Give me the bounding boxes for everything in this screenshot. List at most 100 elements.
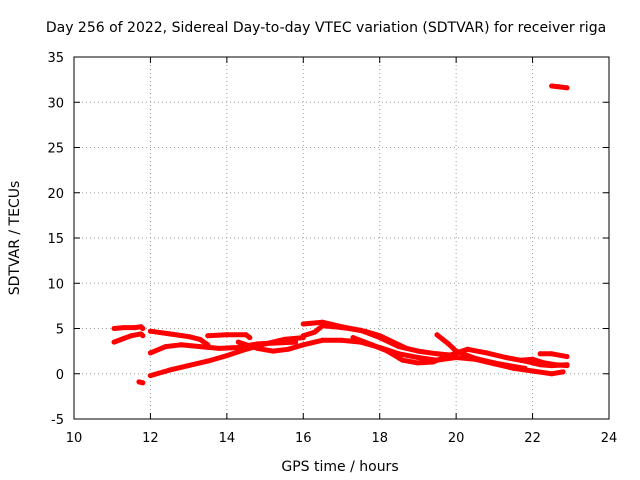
x-tick-label: 18: [371, 431, 388, 446]
data-point: [434, 332, 440, 338]
data-point: [197, 344, 203, 350]
data-point: [224, 353, 230, 359]
data-point: [530, 356, 536, 362]
data-point: [518, 357, 524, 363]
y-axis-label: SDTVAR / TECUs: [7, 181, 23, 296]
data-point: [331, 324, 337, 330]
series-track-c: [136, 379, 146, 386]
data-point: [205, 333, 211, 339]
data-point: [415, 360, 421, 366]
x-axis-label: GPS time / hours: [281, 459, 398, 475]
data-point: [319, 323, 325, 329]
data-point: [564, 85, 570, 91]
y-tick-label: 30: [47, 96, 64, 111]
data-point: [147, 350, 153, 356]
data-point: [140, 380, 146, 386]
data-point: [434, 351, 440, 357]
data-point: [522, 365, 528, 371]
data-point: [564, 363, 570, 369]
y-tick-label: 25: [47, 142, 64, 157]
data-point: [537, 351, 543, 357]
data-point: [132, 325, 138, 331]
data-point: [530, 368, 536, 374]
data-point: [167, 367, 172, 373]
series-track-f: [147, 335, 306, 379]
data-point: [167, 331, 172, 337]
data-point: [361, 328, 367, 334]
series-track-b: [111, 331, 146, 345]
data-point: [178, 342, 184, 348]
data-point: [121, 325, 127, 331]
y-tick-label: 10: [47, 277, 64, 292]
data-point: [197, 336, 203, 342]
x-tick-label: 24: [601, 431, 618, 446]
data-point: [224, 332, 230, 338]
data-point: [243, 346, 249, 352]
data-point: [235, 339, 241, 345]
data-point: [560, 369, 566, 375]
data-point: [541, 360, 547, 366]
x-tick-label: 14: [219, 431, 236, 446]
data-point: [111, 326, 117, 331]
x-tick-label: 10: [66, 431, 83, 446]
y-tick-label: 35: [47, 51, 64, 66]
data-point: [111, 339, 117, 345]
data-point: [140, 333, 146, 339]
data-point: [549, 351, 555, 357]
data-point: [415, 355, 421, 360]
data-point: [400, 357, 406, 363]
data-point: [472, 355, 478, 361]
y-tick-label: 5: [56, 323, 64, 338]
data-point: [205, 358, 211, 364]
x-tick-label: 20: [448, 431, 465, 446]
data-point: [453, 348, 459, 354]
data-point: [446, 341, 451, 347]
data-point: [556, 84, 562, 90]
axis-ticks: 10 12 14 16 18 20 22 24 -5 0 5 10 15 20 25 30 35: [47, 51, 617, 446]
data-point: [247, 335, 253, 341]
data-point: [216, 345, 222, 351]
grid: [74, 57, 609, 419]
data-point: [503, 355, 509, 360]
series-track-m: [518, 356, 570, 369]
series-track-o: [549, 83, 570, 91]
data-point: [312, 329, 318, 335]
x-tick-label: 16: [295, 431, 312, 446]
data-point: [262, 341, 268, 347]
data-point: [465, 346, 471, 352]
data-point: [346, 326, 352, 331]
data-point: [319, 337, 325, 343]
data-point: [163, 344, 169, 350]
data-point: [396, 342, 402, 348]
data-point: [430, 359, 436, 365]
series-track-n: [537, 351, 570, 360]
x-tick-label: 12: [142, 431, 159, 446]
data-point: [140, 326, 146, 331]
data-tracks: [111, 83, 570, 386]
y-tick-label: 15: [47, 232, 64, 247]
data-point: [300, 321, 306, 327]
data-point: [300, 333, 306, 339]
data-point: [300, 342, 306, 348]
data-point: [254, 345, 260, 351]
data-point: [549, 83, 555, 89]
data-point: [484, 350, 490, 356]
data-point: [243, 332, 249, 338]
data-point: [404, 345, 409, 351]
data-point: [186, 334, 192, 340]
data-point: [270, 348, 276, 354]
data-point: [511, 364, 516, 369]
series-track-a: [111, 324, 146, 331]
y-tick-label: -5: [51, 413, 64, 428]
series-track-l: [434, 332, 528, 371]
data-point: [186, 363, 192, 369]
series-line: [111, 331, 146, 345]
data-point: [564, 354, 570, 360]
data-point: [384, 348, 390, 354]
data-point: [377, 333, 383, 339]
data-point: [339, 337, 344, 343]
chart-title: Day 256 of 2022, Sidereal Day-to-day VTE…: [46, 20, 606, 36]
series-track-j: [300, 323, 409, 351]
x-tick-label: 22: [524, 431, 541, 446]
